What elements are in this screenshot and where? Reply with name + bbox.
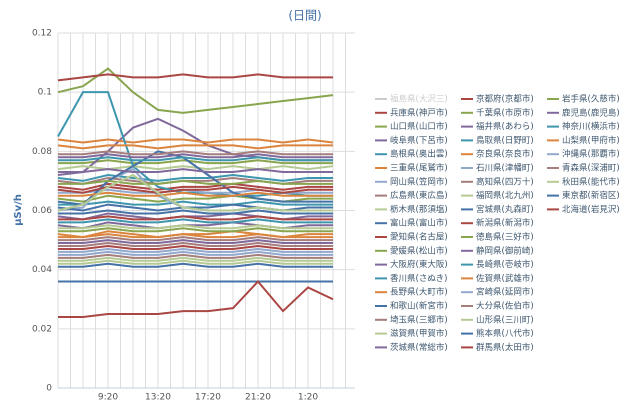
series-line — [58, 159, 333, 165]
legend-label: 三重県(尾鷲市) — [390, 163, 448, 174]
legend-label: 埼玉県(三郷市) — [390, 314, 448, 325]
legend-label: 山口県(山口市) — [390, 121, 448, 132]
legend-label: 群馬県(太田市) — [476, 342, 534, 353]
legend-label: 香川県(さぬき) — [390, 273, 447, 284]
y-tick-label: 0 — [46, 384, 52, 394]
series-line — [57, 185, 333, 194]
series-line — [58, 150, 333, 156]
legend-label: 宮城県(丸森町) — [476, 204, 534, 215]
legend-label: 宮崎県(延岡市) — [476, 287, 534, 298]
legend-label: 富山県(富山市) — [390, 218, 448, 229]
legend-label: 鳥取県(日野町) — [476, 135, 534, 146]
x-tick-label: 1:20 — [298, 393, 318, 400]
legend-label: 山形県(三川町) — [476, 314, 534, 325]
legend-label: 鹿児島(鹿児島) — [562, 107, 620, 118]
series-line — [58, 236, 333, 242]
y-tick-label: 0.04 — [32, 265, 52, 275]
series-line — [57, 173, 333, 182]
series-line — [58, 233, 333, 239]
legend-label: 神奈川(横浜市) — [562, 121, 620, 132]
y-tick-label: 0.1 — [38, 88, 52, 98]
legend-label: 大分県(佐伯市) — [476, 301, 534, 312]
series-line — [58, 168, 333, 174]
legend-label: 福岡県(北九州) — [476, 190, 534, 201]
x-tick-label: 13:20 — [145, 393, 171, 400]
legend-label: 東京都(新宿区) — [562, 190, 620, 201]
legend-label: 愛知県(名古屋) — [390, 232, 448, 243]
chart-title: (日間) — [288, 9, 321, 23]
legend-label: 兵庫県(神戸市) — [390, 107, 448, 118]
legend-label: 岐阜県(下呂市) — [390, 135, 448, 146]
series-line — [57, 138, 334, 144]
series-line — [58, 262, 333, 268]
series-line — [58, 191, 333, 197]
legend-label: 長崎県(壱岐市) — [476, 259, 534, 270]
legend-label: 福島県(大沢三) — [390, 94, 448, 105]
legend-label: 沖縄県(那覇市) — [562, 149, 620, 160]
legend-label: 栃木県(那須塩) — [390, 204, 448, 215]
legend-label: 徳島県(三好市) — [476, 232, 534, 243]
series-line — [58, 259, 333, 265]
legend-label: 秋田県(能代市) — [562, 176, 620, 187]
series-line — [57, 150, 333, 206]
legend-label: 岩手県(久慈市) — [562, 94, 620, 105]
y-tick-label: 0.12 — [32, 29, 52, 39]
legend-label: 奈良県(奈良市) — [476, 149, 534, 160]
series-line — [58, 215, 333, 221]
x-tick-label: 21:20 — [245, 393, 271, 400]
legend-label: 北海道(岩見沢) — [562, 204, 620, 215]
series-line — [58, 156, 333, 162]
series-line — [58, 244, 333, 250]
series-line — [58, 179, 333, 185]
legend-label: 長野県(大町市) — [390, 287, 448, 298]
y-axis-title: μSv/h — [13, 194, 24, 226]
series-line — [57, 144, 333, 150]
series-line — [58, 250, 333, 256]
legend-label: 和歌山(新宮市) — [390, 301, 448, 312]
legend-label: 青森県(深浦町) — [562, 163, 620, 174]
series-line — [58, 247, 333, 253]
y-tick-label: 0.02 — [32, 324, 52, 334]
legend-label: 石川県(津幡町) — [476, 163, 534, 174]
legend-label: 静岡県(御前崎) — [476, 245, 534, 256]
series-line — [58, 209, 333, 215]
legend-label: 広島県(東広島) — [390, 190, 448, 201]
series-line — [58, 279, 334, 318]
x-tick-label: 17:20 — [195, 393, 221, 400]
legend-label: 茨城県(常総市) — [390, 342, 448, 353]
series-line — [58, 224, 333, 230]
legend-label: 福井県(あわら) — [476, 121, 534, 132]
legend-label: 岡山県(笠岡市) — [390, 176, 448, 187]
series-line — [57, 173, 333, 212]
y-tick-label: 0.06 — [32, 206, 52, 216]
series-line — [57, 73, 333, 82]
legend-label: 新潟県(新潟市) — [476, 218, 534, 229]
series-line — [58, 200, 333, 206]
series-line — [58, 218, 333, 224]
series-line — [58, 239, 333, 245]
series-line — [58, 253, 333, 259]
legend-label: 滋賀県(甲賀市) — [390, 328, 448, 339]
legend-label: 京都府(京都市) — [476, 94, 534, 105]
legend-label: 佐賀県(武雄市) — [476, 273, 534, 284]
legend-label: 熊本県(八代市) — [476, 328, 534, 339]
series-line — [58, 227, 333, 233]
legend-label: 愛媛県(松山市) — [390, 245, 448, 256]
legend-label: 高知県(四万十) — [476, 176, 534, 187]
legend-label: 千葉県(市原市) — [476, 107, 534, 118]
series-line — [58, 242, 333, 247]
series-line — [58, 153, 333, 159]
legend-label: 島根県(奥出雲) — [390, 149, 448, 160]
legend-label: 山梨県(甲府市) — [562, 135, 620, 146]
y-tick-label: 0.08 — [32, 147, 52, 157]
series-line — [57, 67, 334, 114]
legend-label: 大阪府(東大阪) — [390, 259, 448, 270]
x-tick-label: 9:20 — [98, 393, 118, 400]
series-line — [58, 256, 333, 262]
